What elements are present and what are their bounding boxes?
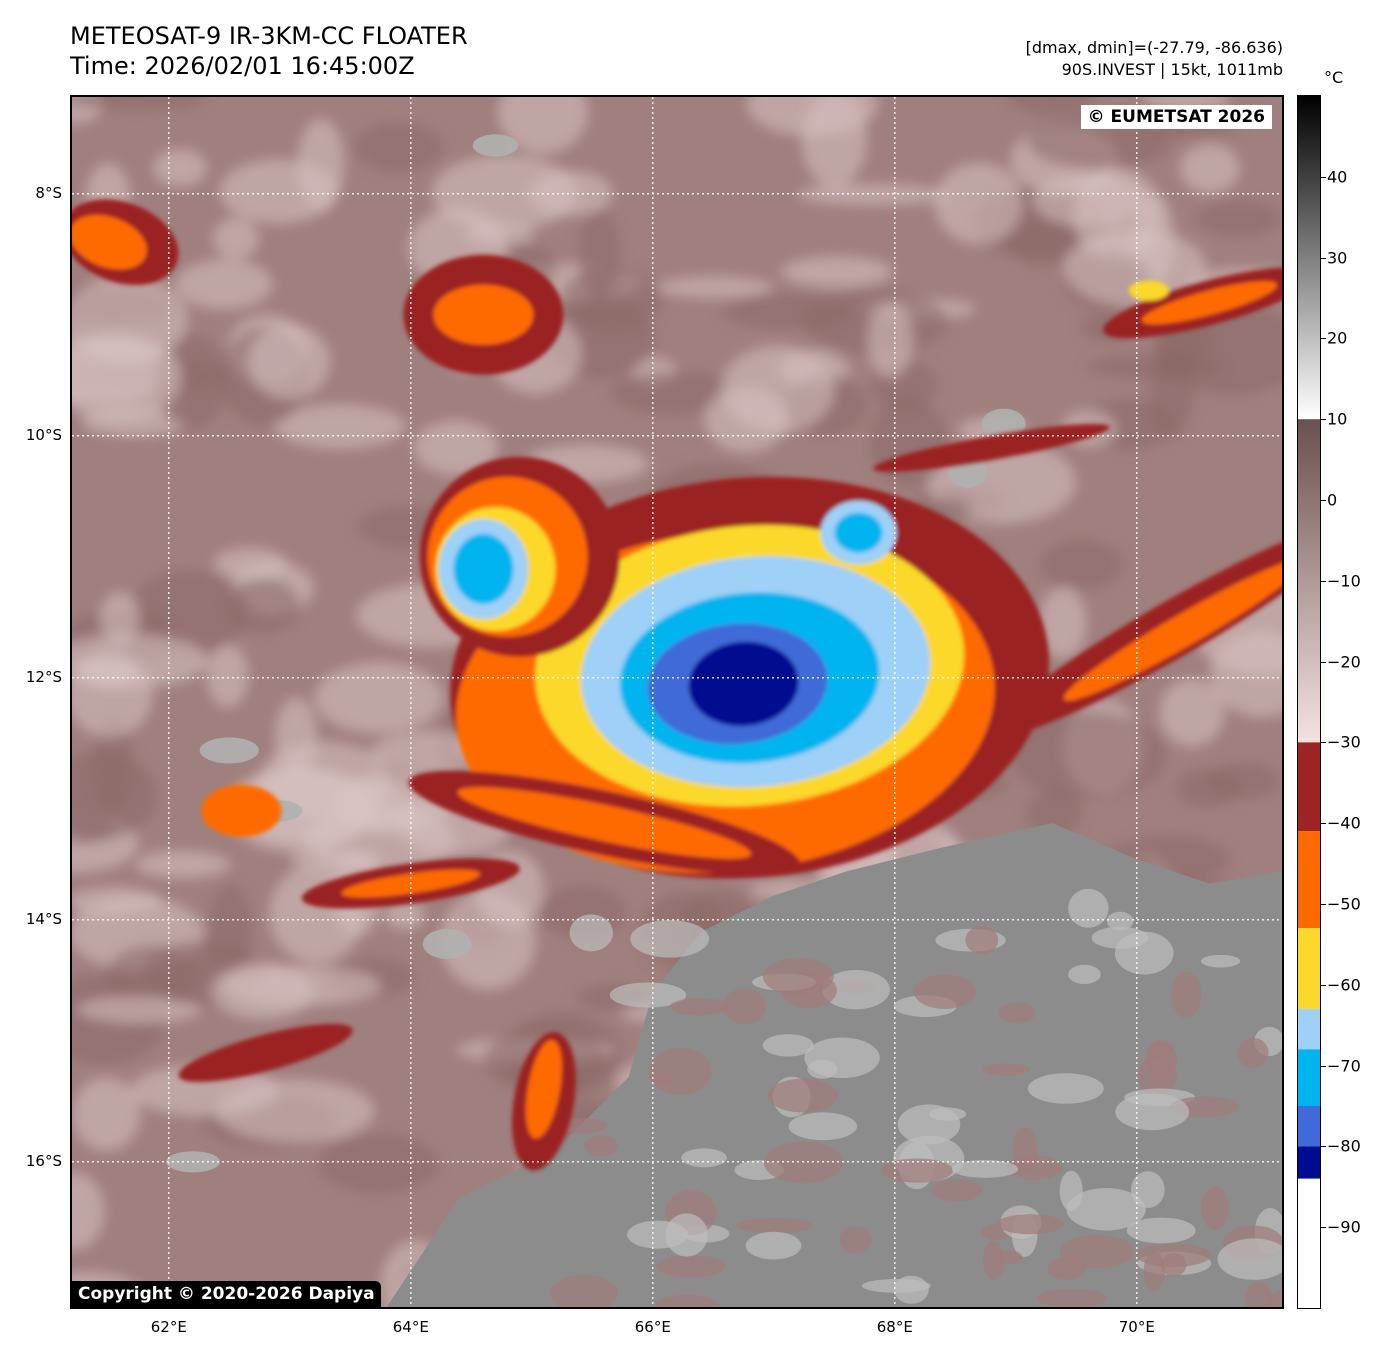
colorbar-tick-mark — [1321, 742, 1326, 743]
colorbar-tick-label: −90 — [1327, 1218, 1361, 1237]
colorbar-segment — [1298, 1179, 1320, 1308]
colorbar-tick-mark — [1321, 500, 1326, 501]
western-cell-core — [453, 534, 513, 604]
colorbar-segment — [1298, 1106, 1320, 1146]
colorbar-tick-mark — [1321, 258, 1326, 259]
copyright-watermark: Copyright © 2020-2026 Dapiya — [72, 1281, 381, 1307]
satellite-map[interactable]: © EUMETSAT 2026 Copyright © 2020-2026 Da… — [70, 95, 1284, 1309]
latitude-label: 10°S — [0, 426, 62, 444]
colorbar-tick-mark — [1321, 1227, 1326, 1228]
colorbar-tick-label: 30 — [1327, 248, 1347, 267]
colorbar-tick-mark — [1321, 985, 1326, 986]
temperature-colorbar — [1297, 95, 1321, 1309]
colorbar-segment — [1298, 742, 1320, 831]
longitude-label: 70°E — [1119, 1318, 1155, 1336]
colorbar-segment — [1298, 928, 1320, 1009]
longitude-label: 68°E — [877, 1318, 913, 1336]
colorbar-tick-label: −80 — [1327, 1137, 1361, 1156]
colorbar-segment — [1298, 1049, 1320, 1106]
colorbar-tick-label: 0 — [1327, 491, 1337, 510]
colorbar-tick-label: 10 — [1327, 410, 1347, 429]
colorbar-tick-mark — [1321, 177, 1326, 178]
latitude-label: 8°S — [0, 184, 62, 202]
colorbar-tick-mark — [1321, 419, 1326, 420]
product-title: METEOSAT-9 IR-3KM-CC FLOATER — [70, 22, 468, 50]
colorbar-tick-label: −50 — [1327, 895, 1361, 914]
colorbar-segment — [1298, 96, 1320, 419]
colorbar-tick-label: −60 — [1327, 975, 1361, 994]
colorbar-segment — [1298, 1009, 1320, 1049]
colorbar-tick-label: −20 — [1327, 652, 1361, 671]
longitude-label: 66°E — [635, 1318, 671, 1336]
colorbar-tick-mark — [1321, 1146, 1326, 1147]
colorbar-tick-label: 40 — [1327, 167, 1347, 186]
colorbar-unit: °C — [1324, 68, 1343, 87]
storm-info: 90S.INVEST | 15kt, 1011mb — [1062, 60, 1283, 80]
colorbar-tick-label: −40 — [1327, 814, 1361, 833]
colorbar-segment — [1298, 831, 1320, 928]
latitude-label: 14°S — [0, 910, 62, 928]
colorbar-tick-label: −70 — [1327, 1056, 1361, 1075]
longitude-label: 64°E — [393, 1318, 429, 1336]
timestamp: Time: 2026/02/01 16:45:00Z — [70, 52, 415, 80]
eumetsat-watermark: © EUMETSAT 2026 — [1081, 105, 1272, 129]
ir-imagery — [72, 97, 1282, 1307]
temperature-range: [dmax, dmin]=(-27.79, -86.636) — [1026, 38, 1283, 58]
colorbar-tick-mark — [1321, 338, 1326, 339]
longitude-label: 62°E — [151, 1318, 187, 1336]
colorbar-segment — [1298, 419, 1320, 742]
colorbar-segment — [1298, 1146, 1320, 1178]
colorbar-tick-label: −10 — [1327, 571, 1361, 590]
colorbar-tick-label: 20 — [1327, 329, 1347, 348]
colorbar-tick-mark — [1321, 823, 1326, 824]
latitude-label: 16°S — [0, 1152, 62, 1170]
colorbar-tick-label: −30 — [1327, 733, 1361, 752]
colorbar-tick-mark — [1321, 581, 1326, 582]
colorbar-tick-mark — [1321, 904, 1326, 905]
colorbar-tick-mark — [1321, 662, 1326, 663]
colorbar-tick-mark — [1321, 1066, 1326, 1067]
latitude-label: 12°S — [0, 668, 62, 686]
